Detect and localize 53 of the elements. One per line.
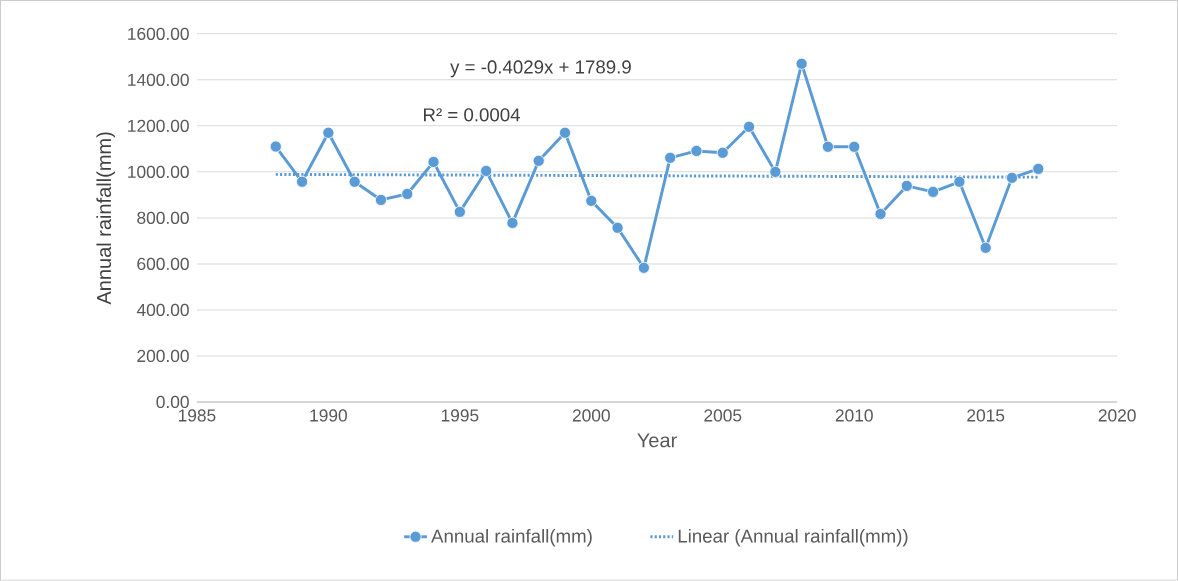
legend-label: Annual rainfall(mm) — [431, 529, 592, 547]
point — [769, 165, 782, 178]
x-tick-label: 1995 — [441, 409, 479, 422]
point — [1005, 171, 1018, 184]
point — [427, 156, 440, 169]
x-axis-title: Year — [637, 433, 677, 448]
annotation: y = -0.4029x + 1789.9 — [450, 60, 631, 78]
point — [664, 151, 677, 164]
point — [1032, 162, 1045, 175]
y-tick-label: 200.00 — [137, 349, 189, 363]
x-tick-label: 2005 — [704, 409, 742, 422]
y-tick-label: 1600.00 — [128, 27, 189, 41]
x-tick-label: 1985 — [178, 409, 216, 422]
point — [559, 126, 571, 139]
point — [900, 180, 913, 192]
point — [348, 175, 361, 188]
y-axis-title: Annual rainfall(mm) — [96, 132, 116, 305]
point — [401, 188, 414, 201]
x-tick-label: 2015 — [967, 409, 1005, 422]
point — [743, 120, 756, 133]
annotation: R² = 0.0004 — [424, 108, 520, 122]
point — [716, 146, 729, 159]
point — [979, 241, 992, 254]
point — [611, 221, 624, 234]
point — [269, 140, 282, 153]
point — [821, 140, 834, 153]
point — [532, 154, 545, 167]
point — [322, 126, 335, 139]
x-tick-label: 2020 — [1098, 409, 1136, 422]
y-tick-label: 1000.00 — [128, 165, 189, 179]
point — [506, 217, 519, 230]
legend-label: Linear (Annual rainfall(mm)) — [678, 529, 908, 547]
point — [848, 140, 861, 153]
y-tick-label: 0.00 — [156, 395, 189, 409]
point — [480, 165, 493, 178]
x-tick-label: 2010 — [835, 409, 873, 422]
x-tick-label: 2000 — [572, 409, 610, 422]
y-tick-label: 1400.00 — [128, 73, 189, 87]
y-tick-label: 800.00 — [137, 211, 189, 225]
point — [585, 194, 598, 207]
point — [374, 194, 387, 207]
point — [690, 145, 703, 158]
point — [953, 175, 966, 188]
point — [296, 175, 309, 188]
point — [453, 205, 466, 218]
point — [637, 261, 650, 274]
x-tick-label: 1990 — [310, 409, 347, 422]
y-tick-label: 400.00 — [136, 303, 189, 317]
point — [874, 208, 887, 221]
point — [927, 185, 940, 198]
y-tick-label: 600.00 — [137, 257, 189, 271]
y-tick-label: 1200.00 — [128, 119, 189, 133]
point — [795, 57, 808, 70]
